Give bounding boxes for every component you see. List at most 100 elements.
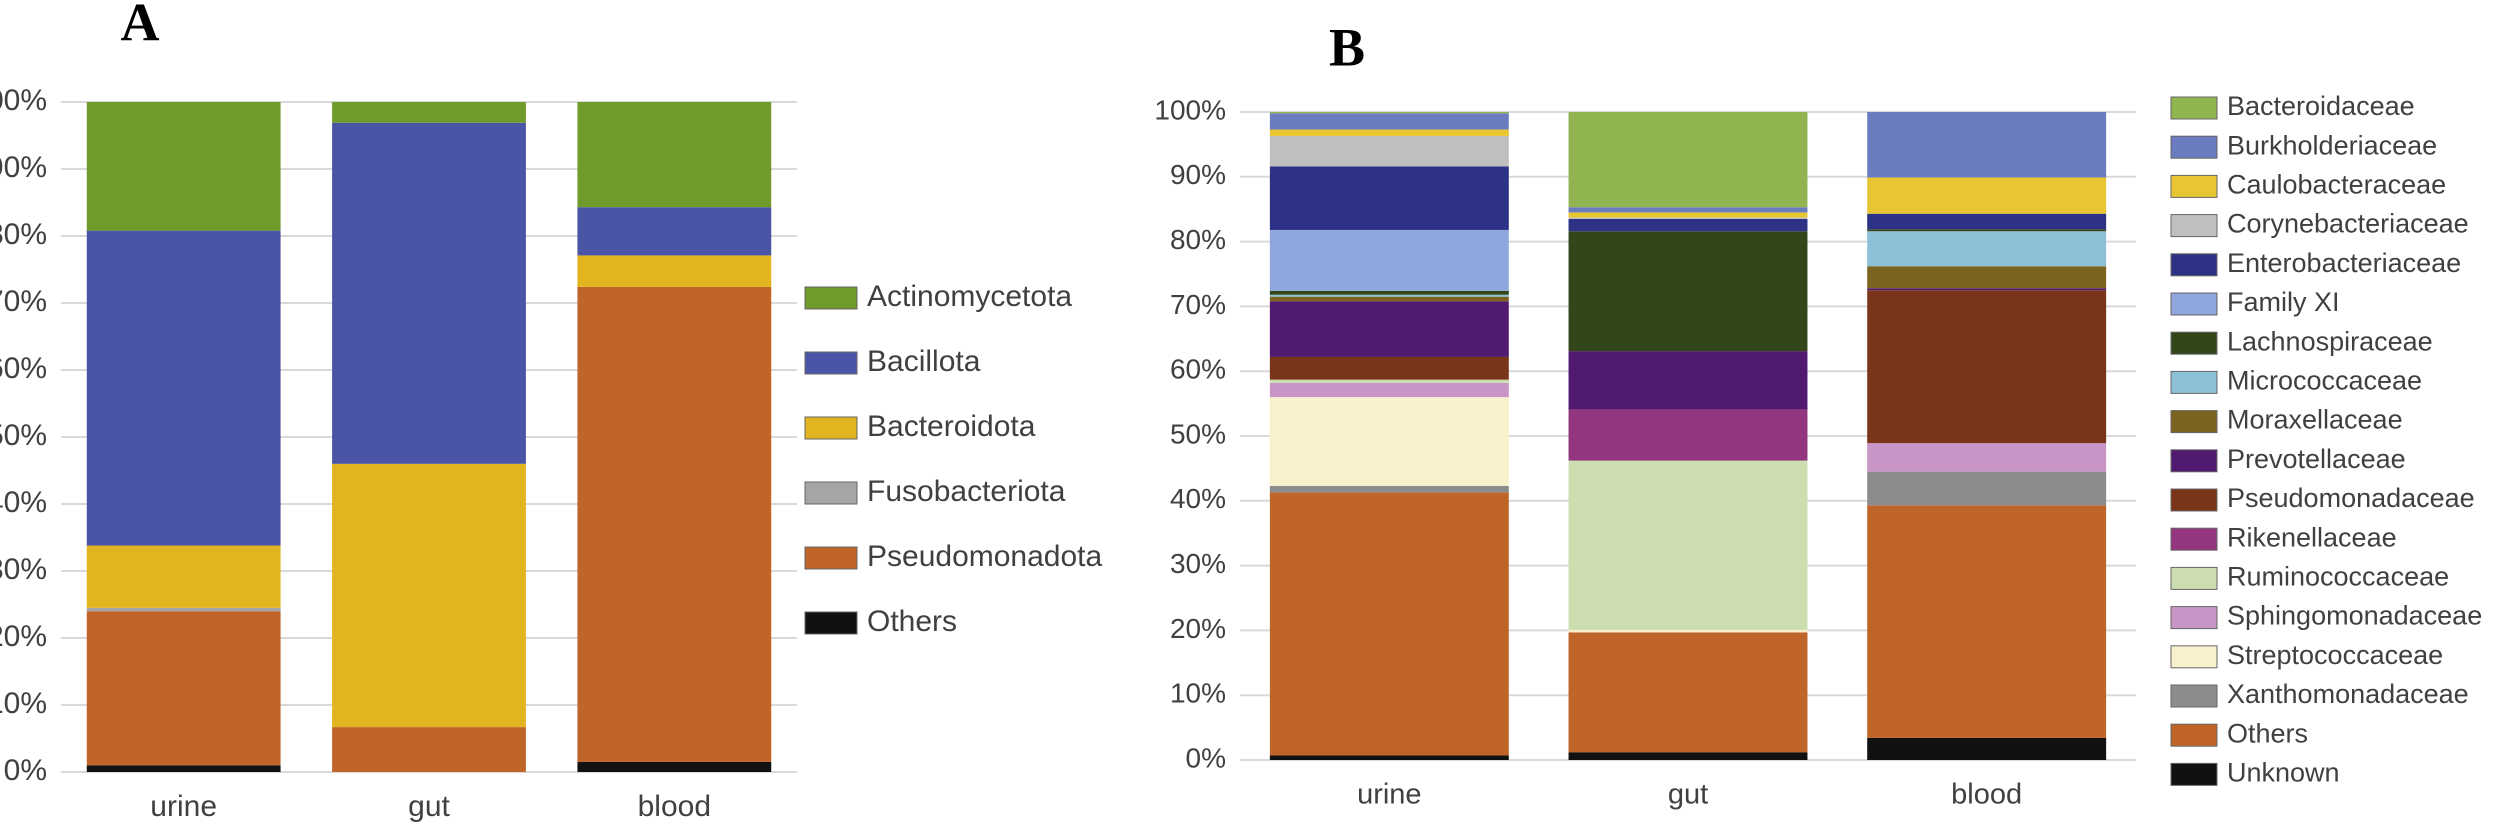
bar-segment [332,102,526,123]
bar-segment [1867,229,2107,232]
bar-segment [86,607,281,612]
bar-segment [1269,492,1509,756]
bar-segment [1269,356,1509,380]
legend-swatch [2170,449,2218,473]
legend-swatch [2170,645,2218,669]
legend-swatch [804,546,858,570]
legend-swatch [2170,488,2218,512]
bar-segment [1867,737,2107,760]
legend-label: Actinomycetota [867,280,1072,313]
bar-segment [1269,485,1509,493]
bar-segment [1568,231,1808,352]
y-tick-label: 70% [0,285,47,318]
bar-segment [1568,217,1808,219]
bar-segment [1269,135,1509,167]
legend-label: Bacteroidota [867,410,1036,443]
legend-swatch [2170,331,2218,355]
bar-segment [1568,207,1808,213]
x-tick-label: blood [1951,779,2022,811]
bar-segment [1867,290,2107,444]
legend-label: Unknown [2227,758,2340,788]
legend-label: Family XI [2227,287,2340,317]
bar-segment [1568,632,1808,753]
legend-swatch [2170,566,2218,590]
legend-swatch [2170,96,2218,120]
bar-segment [1568,351,1808,410]
y-tick-label: 90% [0,151,47,184]
bar-segment [1867,505,2107,738]
y-tick-label: 0% [4,754,47,787]
y-tick-label: 10% [0,687,47,720]
legend-swatch [804,481,858,505]
bar-segment [1269,755,1509,760]
bar-segment [577,255,772,287]
bar-segment [1269,112,1509,114]
legend-label: Bacillota [867,345,981,378]
legend-label: Rikenellaceae [2227,522,2397,552]
bar-segment [1269,301,1509,357]
y-tick-label: 10% [1170,678,1226,709]
bar-segment [1867,213,2107,230]
legend-label: Fusobacteriota [867,475,1066,508]
bar-segment [86,765,281,772]
bar-segment [86,545,281,608]
legend-label: Pseudomonadota [867,540,1102,573]
legend-swatch [2170,410,2218,434]
legend-swatch [2170,762,2218,786]
bar-segment [577,761,772,772]
bar-segment [86,611,281,766]
bar-segment [332,122,526,464]
legend-swatch [2170,214,2218,238]
bar-segment [1568,460,1808,630]
bar-segment [577,286,772,762]
bar-segment [86,230,281,546]
y-tick-label: 20% [0,620,47,653]
y-tick-label: 70% [1170,289,1226,320]
legend-label: Sphingomonadaceae [2227,601,2482,631]
legend-swatch [804,611,858,635]
y-tick-label: 100% [0,84,47,117]
bar-segment [1867,288,2107,291]
legend-swatch [2170,292,2218,316]
panel-label: A [121,0,160,52]
panel-label: B [1329,17,1365,77]
legend-label: Ruminococcaceae [2227,562,2449,592]
legend-swatch [2170,684,2218,708]
bar-segment [1568,409,1808,461]
legend-label: Lachnospiraceae [2227,326,2433,356]
bar-segment [332,727,526,772]
x-tick-label: gut [408,790,450,823]
legend-label: Prevotellaceae [2227,444,2406,474]
bar-segment [332,463,526,728]
y-tick-label: 50% [1170,418,1226,449]
y-tick-label: 60% [0,352,47,385]
x-tick-label: blood [638,790,711,823]
bar-segment [1269,379,1509,383]
y-tick-label: 90% [1170,159,1226,190]
y-tick-label: 40% [1170,483,1226,514]
y-tick-label: 30% [0,553,47,586]
legend-label: Pseudomonadaceae [2227,483,2475,513]
bar-segment [1269,382,1509,398]
legend-label: Xanthomonadaceae [2227,679,2469,709]
y-tick-label: 30% [1170,548,1226,579]
legend-swatch [2170,253,2218,277]
legend-swatch [2170,527,2218,551]
legend-label: Burkholderiaceae [2227,130,2437,160]
x-tick-label: urine [1357,779,1422,811]
bar-segment [1867,112,2107,178]
bar-segment [1269,166,1509,230]
legend-label: Bacteroidaceae [2227,91,2415,121]
y-tick-label: 50% [0,419,47,452]
bar-segment [1568,752,1808,760]
bar-segment [1269,290,1509,295]
y-tick-label: 40% [0,486,47,519]
bar-segment [1568,112,1808,208]
y-tick-label: 100% [1154,94,1226,125]
bar-segment [1867,231,2107,267]
legend-swatch [2170,135,2218,159]
legend-label: Others [867,605,957,638]
legend-label: Corynebacteriaceae [2227,209,2469,239]
y-tick-label: 0% [1186,742,1226,773]
